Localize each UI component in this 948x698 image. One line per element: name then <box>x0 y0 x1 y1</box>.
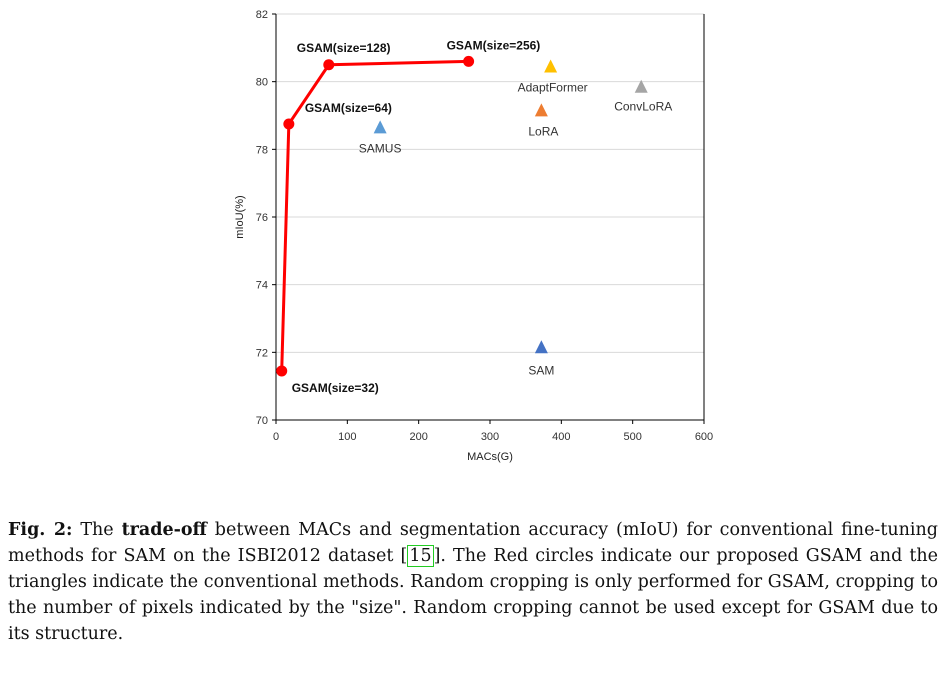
x-tick-label-300: 300 <box>481 431 499 443</box>
y-axis-title: mIoU(%) <box>234 195 246 238</box>
gsam-point-1 <box>276 365 288 377</box>
y-tick-label-80: 80 <box>256 77 268 89</box>
x-tick-label-100: 100 <box>338 431 356 443</box>
triangle-point-adaptformer-label: AdaptFormer <box>518 80 588 94</box>
caption-text-3: ]. The Red circles indicate our proposed… <box>8 546 938 644</box>
y-tick-label-72: 72 <box>256 347 268 359</box>
gridlines <box>276 13 704 353</box>
x-tick-label-200: 200 <box>409 431 427 443</box>
caption-text-2: between MACs and segmentation accuracy (… <box>8 520 938 566</box>
gsam-point-2 <box>283 118 295 130</box>
triangle-point-lora <box>534 103 548 117</box>
gsam-point-2-label: GSAM(size=64) <box>305 101 392 115</box>
triangle-point-sam <box>534 340 548 354</box>
triangle-point-lora-label: LoRA <box>528 124 558 138</box>
y-tick-label-78: 78 <box>256 144 268 156</box>
triangle-point-convlora <box>634 79 648 93</box>
gsam-line-path <box>280 59 469 371</box>
caption-bold-term: trade-off <box>121 520 207 540</box>
triangle-point-sam-label: SAM <box>528 363 554 377</box>
x-tick-label-500: 500 <box>623 431 641 443</box>
y-tick-label-74: 74 <box>256 280 268 292</box>
y-tick-label-70: 70 <box>256 415 268 427</box>
caption-citation-link[interactable]: 15 <box>407 545 434 567</box>
caption-text-1: The <box>72 520 122 540</box>
tick-labels: 70 72 74 76 78 80 82 0 100 200 300 400 500 600 <box>256 9 713 443</box>
triangle-point-adaptformer <box>544 59 558 73</box>
y-tick-label-82: 82 <box>256 9 268 21</box>
triangle-point-convlora-label: ConvLoRA <box>614 100 672 114</box>
triangle-point-samus-label: SAMUS <box>359 141 402 155</box>
x-tick-label-0: 0 <box>273 431 279 443</box>
gsam-point-3-label: GSAM(size=128) <box>297 41 391 55</box>
gsam-point-3 <box>323 59 335 71</box>
y-tick-label-76: 76 <box>256 212 268 224</box>
x-axis-title: MACs(G) <box>467 451 513 463</box>
figure-caption: Fig. 2: The trade-off between MACs and s… <box>8 517 938 647</box>
axes <box>272 13 705 424</box>
gsam-point-1-label: GSAM(size=32) <box>292 381 379 395</box>
point-labels: GSAM(size=32) GSAM(size=64) GSAM(size=128)… <box>292 38 673 395</box>
gsam-point-4-label: GSAM(size=256) <box>447 38 541 52</box>
gsam-series-line <box>280 59 469 371</box>
x-tick-label-400: 400 <box>552 431 570 443</box>
gsam-point-4 <box>463 55 475 67</box>
caption-figure-label: Fig. 2: <box>8 520 73 540</box>
x-tick-label-600: 600 <box>695 431 713 443</box>
scatter-chart: 70 72 74 76 78 80 82 0 100 200 300 400 500 600 MACs(G… <box>234 9 713 463</box>
data-points <box>276 55 648 377</box>
triangle-point-samus <box>373 120 387 134</box>
